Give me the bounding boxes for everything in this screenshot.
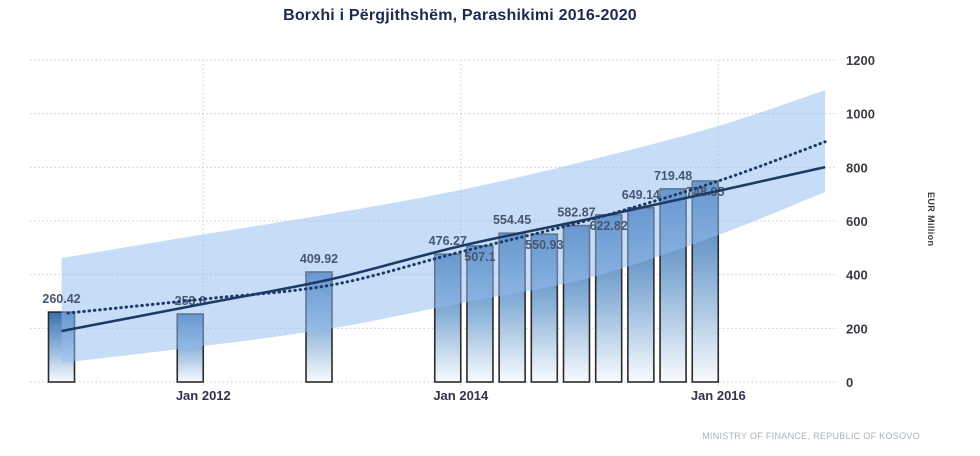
x-tick-label: Jan 2014 bbox=[433, 388, 489, 403]
bar-value-label: 260.42 bbox=[42, 292, 80, 306]
trend-line bbox=[61, 165, 826, 333]
bar-value-label: 476.27 bbox=[429, 234, 467, 248]
source-attribution: MINISTRY OF FINANCE, REPUBLIC OF KOSOVO bbox=[702, 431, 920, 441]
x-tick-label: Jan 2012 bbox=[176, 388, 231, 403]
y-tick-label: 800 bbox=[846, 160, 868, 175]
bar-value-label: 622.82 bbox=[590, 219, 628, 233]
bar-value-label: 582.87 bbox=[557, 206, 595, 220]
y-tick-label: 1000 bbox=[846, 107, 875, 122]
bar-value-label: 409.92 bbox=[300, 252, 338, 266]
bar-value-label: 649.14 bbox=[622, 188, 660, 202]
x-tick-label: Jan 2016 bbox=[691, 388, 746, 403]
y-axis-title: EUR Million bbox=[926, 192, 936, 247]
forecast-line bbox=[66, 140, 827, 315]
bar-value-label: 719.48 bbox=[654, 169, 692, 183]
bar-value-label: 507.1 bbox=[464, 250, 495, 264]
y-tick-label: 200 bbox=[846, 321, 868, 336]
bar-value-label: 550.93 bbox=[525, 238, 563, 252]
bar-value-label: 554.45 bbox=[493, 213, 531, 227]
y-tick-label: 1200 bbox=[846, 53, 875, 68]
y-tick-label: 400 bbox=[846, 268, 868, 283]
chart-title: Borxhi i Përgjithshëm, Parashikimi 2016-… bbox=[283, 7, 637, 24]
y-tick-label: 0 bbox=[846, 375, 853, 390]
y-tick-label: 600 bbox=[846, 214, 868, 229]
